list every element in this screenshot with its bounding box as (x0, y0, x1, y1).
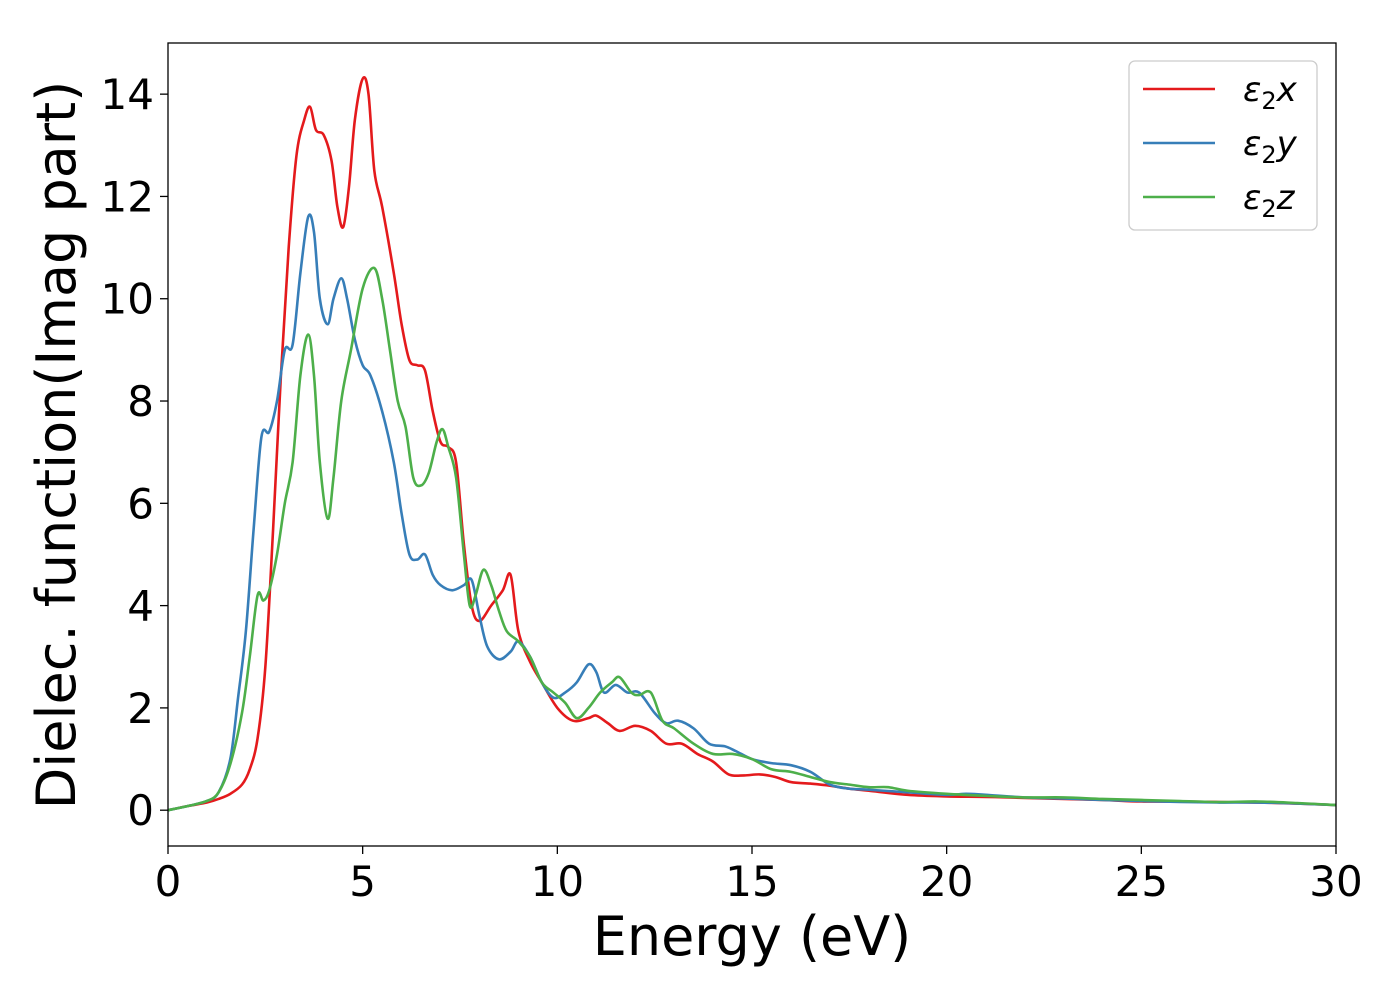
x-axis-ticks: 0 5 10 15 20 25 30 (155, 846, 1363, 906)
x-axis-title: Energy (eV) (593, 905, 912, 968)
x-tick-label: 10 (531, 857, 584, 906)
y-tick-label: 2 (127, 684, 154, 733)
series-line-y (168, 213, 1336, 812)
legend-label-x: ε2x (1243, 70, 1298, 115)
x-tick-label: 15 (725, 857, 778, 906)
legend-box (1128, 60, 1318, 231)
x-tick-label: 20 (920, 857, 973, 906)
y-tick-label: 0 (127, 786, 154, 835)
y-axis-ticks: 0 2 4 6 8 10 12 14 (101, 70, 168, 835)
series-lines (168, 75, 1336, 812)
x-tick-label: 5 (349, 857, 376, 906)
legend-label-z: ε2z (1243, 178, 1296, 223)
y-tick-label: 12 (101, 172, 154, 221)
y-tick-label: 4 (127, 582, 154, 631)
legend: ε2x ε2y ε2z (1128, 60, 1318, 231)
x-tick-label: 30 (1309, 857, 1362, 906)
legend-label-y: ε2y (1243, 124, 1298, 169)
y-tick-label: 14 (101, 70, 154, 119)
y-axis-title: Dielec. function(Imag part) (25, 81, 88, 810)
x-tick-label: 25 (1115, 857, 1168, 906)
y-tick-label: 10 (101, 275, 154, 324)
y-tick-label: 8 (127, 377, 154, 426)
series-line-z (168, 266, 1336, 812)
y-tick-label: 6 (127, 479, 154, 528)
x-tick-label: 0 (155, 857, 182, 906)
